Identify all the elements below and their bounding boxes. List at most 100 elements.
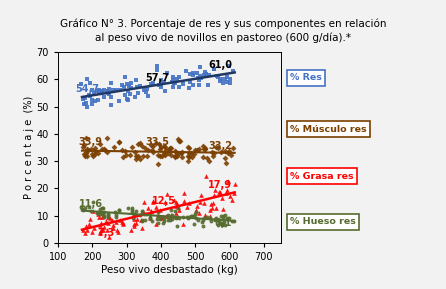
Point: [84, 105, 91, 110]
Point: [164, 213, 171, 217]
Point: [173, 202, 181, 207]
Point: [157, 154, 164, 158]
Point: [171, 81, 178, 86]
Point: [193, 204, 200, 208]
Point: [219, 222, 226, 227]
Point: [201, 73, 208, 77]
Point: [108, 217, 116, 222]
Point: [110, 88, 117, 92]
Point: [120, 221, 127, 225]
Point: [168, 213, 175, 218]
Point: [222, 161, 229, 165]
Point: [181, 191, 188, 196]
Text: % Hueso res: % Hueso res: [290, 217, 356, 226]
Text: 11,6: 11,6: [78, 199, 103, 209]
Point: [192, 215, 199, 220]
Point: [112, 219, 119, 224]
Point: [217, 78, 224, 83]
Point: [79, 228, 86, 232]
Point: [169, 85, 177, 89]
Point: [168, 146, 175, 151]
Point: [189, 72, 196, 77]
Point: [122, 75, 129, 79]
Point: [193, 210, 200, 214]
Point: [196, 146, 203, 151]
Point: [185, 151, 192, 156]
Point: [102, 148, 109, 152]
Point: [153, 141, 160, 145]
Point: [231, 181, 238, 186]
Point: [105, 214, 112, 219]
Point: [112, 210, 119, 214]
Point: [172, 153, 179, 158]
Point: [155, 221, 162, 225]
Point: [90, 200, 97, 205]
Text: % Res: % Res: [290, 73, 322, 82]
Point: [82, 153, 89, 158]
Point: [86, 93, 93, 97]
Point: [199, 224, 206, 229]
Point: [174, 204, 182, 209]
Point: [87, 147, 95, 151]
Point: [105, 90, 112, 95]
Point: [184, 214, 191, 219]
Point: [122, 93, 129, 98]
Point: [211, 216, 218, 221]
Point: [154, 214, 161, 218]
Point: [82, 101, 89, 105]
Point: [219, 196, 226, 200]
Point: [222, 156, 229, 160]
Point: [209, 153, 216, 158]
Point: [133, 85, 140, 89]
Point: [124, 97, 131, 102]
Point: [99, 212, 106, 216]
Point: [174, 205, 182, 210]
Point: [100, 214, 107, 218]
Point: [194, 76, 201, 81]
Point: [91, 226, 98, 230]
Point: [208, 201, 215, 206]
Point: [103, 136, 111, 140]
Point: [157, 217, 164, 222]
Point: [100, 225, 107, 230]
Point: [161, 152, 168, 157]
Point: [163, 192, 170, 197]
Point: [154, 162, 161, 167]
Point: [173, 77, 180, 81]
Point: [221, 149, 228, 153]
Point: [167, 208, 174, 213]
Point: [200, 218, 207, 223]
Point: [103, 150, 111, 155]
Point: [206, 216, 213, 220]
Point: [217, 76, 224, 81]
Point: [119, 83, 126, 88]
Point: [124, 82, 131, 87]
Point: [215, 75, 222, 79]
Text: 17,9: 17,9: [208, 180, 232, 190]
Point: [163, 71, 170, 76]
Point: [173, 200, 180, 205]
Point: [202, 70, 209, 74]
Point: [218, 221, 225, 226]
Point: [166, 145, 173, 150]
Point: [104, 215, 111, 220]
Point: [148, 208, 155, 213]
Point: [167, 153, 174, 158]
Point: [115, 99, 122, 104]
Point: [172, 204, 179, 208]
Point: [212, 205, 219, 210]
Point: [131, 222, 138, 227]
Text: 61,0: 61,0: [208, 60, 232, 70]
Point: [211, 150, 218, 155]
Point: [223, 190, 230, 195]
Point: [223, 188, 231, 192]
Point: [212, 216, 219, 220]
Point: [132, 221, 139, 225]
Point: [103, 89, 110, 93]
Point: [204, 156, 211, 161]
Point: [225, 216, 232, 221]
Point: [149, 147, 156, 152]
Point: [92, 99, 99, 103]
Point: [135, 141, 142, 146]
Point: [105, 235, 112, 240]
